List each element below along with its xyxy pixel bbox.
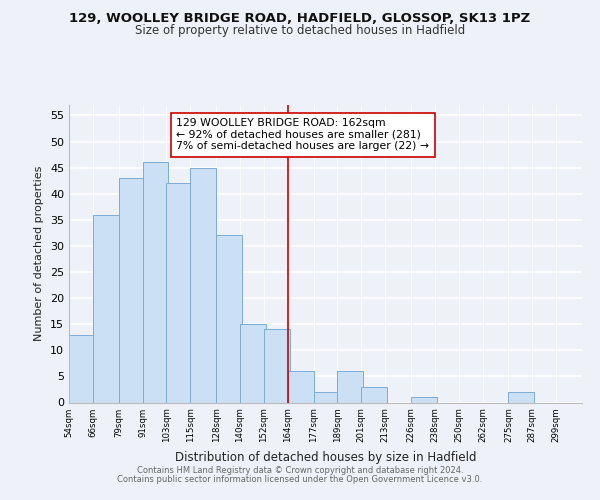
Text: 129 WOOLLEY BRIDGE ROAD: 162sqm
← 92% of detached houses are smaller (281)
7% of: 129 WOOLLEY BRIDGE ROAD: 162sqm ← 92% of…	[176, 118, 430, 151]
Bar	[143, 162, 169, 402]
Text: Size of property relative to detached houses in Hadfield: Size of property relative to detached ho…	[135, 24, 465, 37]
Bar	[216, 236, 242, 402]
Bar	[240, 324, 266, 402]
Bar	[264, 330, 290, 402]
Text: Contains public sector information licensed under the Open Government Licence v3: Contains public sector information licen…	[118, 475, 482, 484]
Bar	[119, 178, 145, 402]
Bar	[288, 371, 314, 402]
Bar	[314, 392, 340, 402]
Y-axis label: Number of detached properties: Number of detached properties	[34, 166, 44, 342]
Bar	[508, 392, 534, 402]
Bar	[190, 168, 216, 402]
Text: 129, WOOLLEY BRIDGE ROAD, HADFIELD, GLOSSOP, SK13 1PZ: 129, WOOLLEY BRIDGE ROAD, HADFIELD, GLOS…	[70, 12, 530, 26]
X-axis label: Distribution of detached houses by size in Hadfield: Distribution of detached houses by size …	[175, 450, 476, 464]
Text: Contains HM Land Registry data © Crown copyright and database right 2024.: Contains HM Land Registry data © Crown c…	[137, 466, 463, 475]
Bar	[411, 398, 437, 402]
Bar	[361, 387, 387, 402]
Bar	[69, 334, 95, 402]
Bar	[337, 371, 363, 402]
Bar	[166, 184, 192, 402]
Bar	[93, 214, 119, 402]
